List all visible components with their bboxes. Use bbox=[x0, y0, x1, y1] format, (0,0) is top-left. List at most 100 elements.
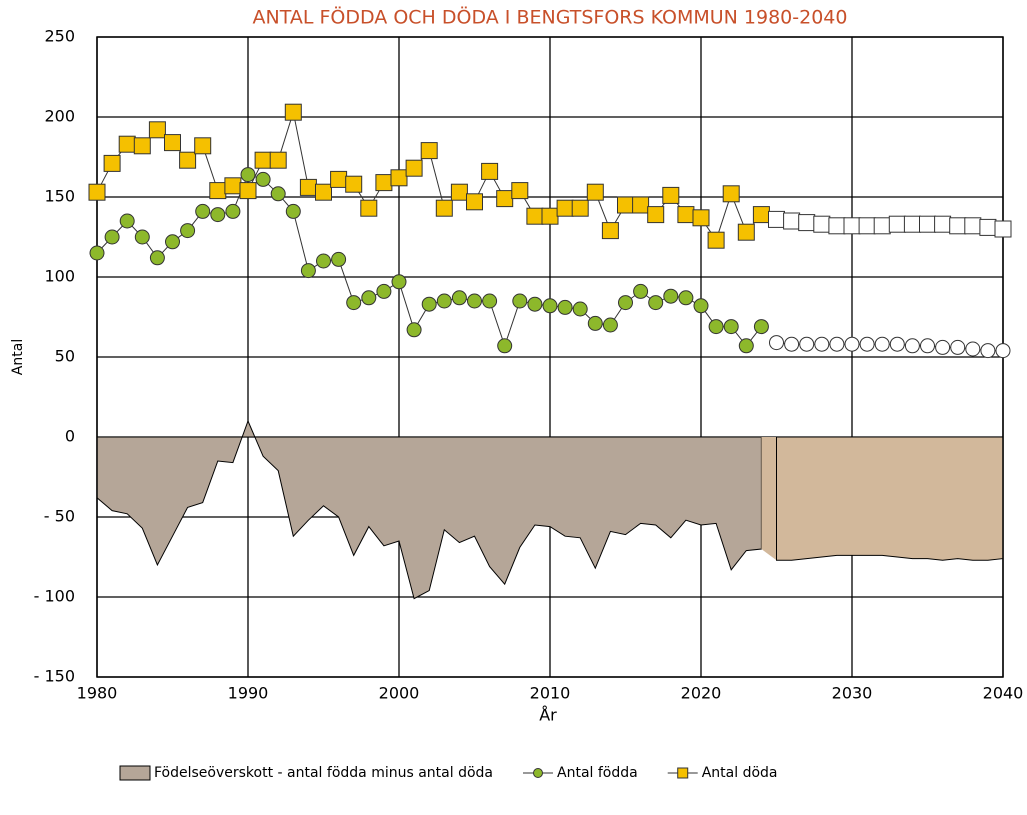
marker bbox=[360, 199, 378, 217]
marker bbox=[194, 137, 212, 155]
marker bbox=[677, 206, 695, 224]
marker bbox=[346, 295, 362, 311]
marker bbox=[994, 220, 1012, 238]
marker bbox=[496, 190, 514, 208]
marker bbox=[979, 218, 997, 236]
marker bbox=[180, 223, 196, 239]
marker bbox=[753, 319, 769, 335]
text-layer: - 150 - 100 - 50 0 50 100 150 200 250 1980 1990 200… bbox=[34, 27, 1024, 782]
y-tick-label: - 100 bbox=[34, 587, 75, 606]
y-tick-label: 100 bbox=[44, 267, 75, 286]
marker bbox=[118, 135, 136, 153]
marker bbox=[526, 207, 544, 225]
marker bbox=[165, 234, 180, 250]
marker bbox=[995, 343, 1011, 359]
marker bbox=[497, 338, 513, 354]
marker bbox=[692, 209, 710, 227]
marker bbox=[980, 343, 996, 359]
marker bbox=[420, 142, 438, 160]
marker bbox=[376, 283, 392, 299]
marker bbox=[148, 121, 166, 139]
marker bbox=[284, 103, 302, 121]
x-tick-label: 1980 bbox=[77, 684, 118, 703]
y-axis-label: Antal bbox=[10, 339, 26, 375]
marker bbox=[633, 283, 649, 299]
area bbox=[96, 419, 762, 600]
marker bbox=[104, 229, 120, 245]
marker bbox=[269, 151, 287, 169]
marker bbox=[119, 213, 135, 229]
marker bbox=[618, 295, 633, 311]
marker bbox=[829, 336, 845, 352]
marker bbox=[133, 137, 151, 155]
marker bbox=[737, 223, 755, 241]
line bbox=[776, 342, 1003, 352]
marker bbox=[799, 336, 815, 352]
marker bbox=[482, 293, 498, 309]
marker bbox=[572, 301, 588, 317]
marker bbox=[889, 336, 905, 352]
x-axis-label: År bbox=[539, 706, 557, 725]
marker bbox=[648, 295, 664, 311]
marks-layer bbox=[88, 103, 1012, 359]
marker bbox=[783, 212, 801, 230]
x-tick-label: 2010 bbox=[530, 684, 571, 703]
legend-swatch bbox=[119, 765, 151, 781]
marker bbox=[844, 336, 860, 352]
marker bbox=[300, 263, 316, 279]
marker bbox=[828, 217, 846, 235]
marker bbox=[421, 296, 437, 312]
x-tick-label: 2030 bbox=[832, 684, 873, 703]
marker bbox=[647, 206, 665, 224]
marker bbox=[436, 293, 452, 309]
marker bbox=[723, 319, 739, 335]
marker bbox=[678, 290, 694, 306]
y-tick-label: 150 bbox=[44, 187, 75, 206]
area bbox=[776, 436, 1004, 561]
marker bbox=[527, 296, 543, 312]
marker bbox=[858, 217, 876, 235]
marker bbox=[406, 322, 422, 338]
marker bbox=[587, 315, 603, 331]
area-bridge bbox=[761, 437, 777, 561]
marker bbox=[330, 170, 348, 188]
legend-marker bbox=[677, 767, 689, 779]
marker bbox=[557, 299, 573, 315]
x-tick-label: 1990 bbox=[228, 684, 269, 703]
marker bbox=[375, 174, 393, 192]
marker bbox=[512, 293, 528, 309]
marker bbox=[390, 169, 408, 187]
marker bbox=[224, 177, 242, 195]
marker bbox=[542, 298, 558, 314]
marker bbox=[270, 186, 286, 202]
marker bbox=[88, 183, 106, 201]
marker bbox=[813, 215, 831, 233]
marker bbox=[451, 290, 467, 306]
marker bbox=[738, 338, 754, 354]
marker bbox=[903, 215, 921, 233]
grid-layer bbox=[96, 36, 1004, 678]
marker bbox=[345, 175, 363, 193]
marker bbox=[466, 193, 483, 211]
marker bbox=[874, 336, 890, 352]
marker bbox=[331, 251, 347, 267]
marker bbox=[919, 215, 936, 233]
marker bbox=[949, 217, 967, 235]
line bbox=[96, 173, 762, 348]
marker bbox=[798, 214, 816, 232]
marker bbox=[315, 183, 332, 201]
legend-marker bbox=[533, 768, 543, 778]
marker bbox=[511, 182, 529, 200]
marker bbox=[888, 215, 906, 233]
marker bbox=[784, 336, 800, 352]
marker bbox=[708, 319, 724, 335]
x-tick-label: 2040 bbox=[983, 684, 1024, 703]
area-layer bbox=[96, 419, 1004, 600]
x-tick-label: 2020 bbox=[681, 684, 722, 703]
marker bbox=[571, 199, 589, 217]
marker bbox=[662, 186, 680, 204]
marker bbox=[210, 207, 226, 223]
y-tick-label: - 150 bbox=[34, 667, 75, 686]
y-tick-label: 200 bbox=[44, 107, 75, 126]
